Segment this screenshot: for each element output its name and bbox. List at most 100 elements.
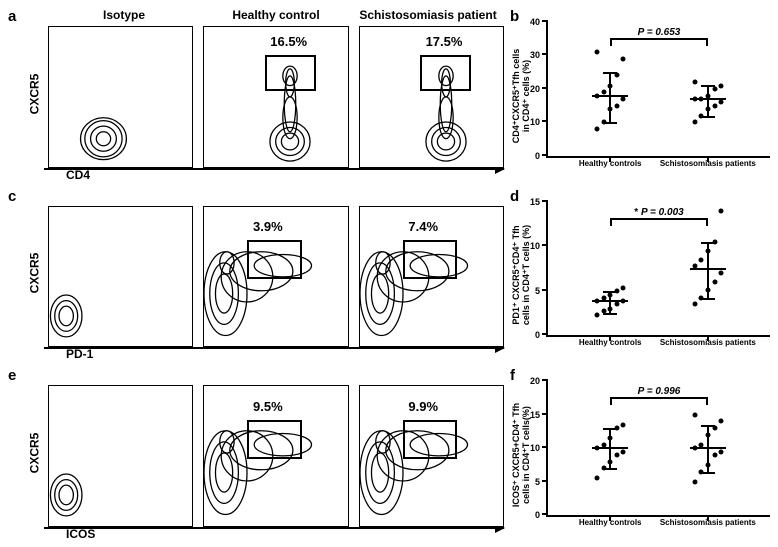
error-cap xyxy=(701,242,715,244)
error-bar xyxy=(707,425,709,472)
gate-percentage: 7.4% xyxy=(408,219,438,234)
y-tick-label: 0 xyxy=(535,151,540,161)
y-tick xyxy=(542,446,548,448)
y-tick xyxy=(542,87,548,89)
y-tick xyxy=(542,154,548,156)
y-axis-label: CXCR5 xyxy=(27,253,41,294)
x-axis-arrow xyxy=(44,347,504,349)
data-point xyxy=(594,50,599,55)
contour-plot: 9.9% xyxy=(359,385,504,527)
p-value-label: * P = 0.003 xyxy=(634,207,683,218)
error-bar xyxy=(609,291,611,313)
x-axis-label: PD-1 xyxy=(66,347,93,361)
error-cap xyxy=(603,122,617,124)
panel-label: a xyxy=(8,8,16,25)
column-header: Healthy control xyxy=(200,8,352,22)
contour-plot: 9.5% xyxy=(203,385,348,527)
error-cap xyxy=(701,425,715,427)
chart-y-label: CD4⁺CXCR5⁺Tfh cells in CD4⁺ cells (%) xyxy=(512,49,532,144)
gate-box xyxy=(420,55,472,91)
chart-plot-area: 05101520Healthy controlsSchistosomiasis … xyxy=(546,381,770,517)
data-point xyxy=(614,452,619,457)
x-axis-arrow xyxy=(44,527,504,529)
data-point xyxy=(692,302,697,307)
y-tick xyxy=(542,480,548,482)
column-header: Schistosomiasis patient xyxy=(352,8,504,22)
data-point xyxy=(692,412,697,417)
contour-plot xyxy=(48,385,193,527)
column-headers: IsotypeHealthy controlSchistosomiasis pa… xyxy=(48,8,504,22)
y-tick-label: 0 xyxy=(535,330,540,340)
data-point xyxy=(719,83,724,88)
data-point xyxy=(719,449,724,454)
gate-box xyxy=(403,240,457,279)
data-point xyxy=(692,120,697,125)
data-point xyxy=(719,208,724,213)
scatter-panel: dPD1⁺ CXCR5⁺CD4⁺ Tfh cells in CD4⁺T cell… xyxy=(506,184,778,364)
y-axis-label: CXCR5 xyxy=(27,433,41,474)
error-bar xyxy=(707,85,709,115)
data-point xyxy=(699,257,704,262)
data-point xyxy=(594,312,599,317)
chart-y-label: ICOS⁺ CXCR5+CD4⁺ Tfh cells in CD4⁺T cell… xyxy=(512,403,532,507)
error-cap xyxy=(603,468,617,470)
error-cap xyxy=(701,85,715,87)
p-value-label: P = 0.996 xyxy=(638,386,681,397)
comparison-bracket xyxy=(610,218,708,220)
data-point xyxy=(692,479,697,484)
data-point xyxy=(712,279,717,284)
contour-plot: 3.9% xyxy=(203,206,348,348)
flow-cytometry-row: cCXCR5PD-1 3.9% 7.4% xyxy=(4,184,506,364)
x-axis-label: CD4 xyxy=(66,168,90,182)
gate-box xyxy=(247,420,301,459)
data-point xyxy=(614,302,619,307)
y-tick xyxy=(542,244,548,246)
p-value-text: P = 0.996 xyxy=(638,386,681,397)
data-point xyxy=(621,56,626,61)
gate-percentage: 3.9% xyxy=(253,219,283,234)
x-category-label: Healthy controls xyxy=(579,338,642,347)
data-point xyxy=(614,103,619,108)
y-tick xyxy=(542,413,548,415)
data-point xyxy=(719,270,724,275)
significance-star: * xyxy=(634,207,641,218)
flow-cytometry-row: a IsotypeHealthy controlSchistosomiasis p… xyxy=(4,4,506,184)
scatter-chart: PD1⁺ CXCR5⁺CD4⁺ Tfh cells in CD4⁺T cells… xyxy=(514,192,778,360)
scatter-chart: CD4⁺CXCR5⁺Tfh cells in CD4⁺ cells (%)010… xyxy=(514,12,778,180)
x-axis-label: ICOS xyxy=(66,527,95,541)
scatter-chart: ICOS⁺ CXCR5+CD4⁺ Tfh cells in CD4⁺T cell… xyxy=(514,371,778,539)
plots-row: 16.5% 17.5% xyxy=(48,26,504,168)
error-cap xyxy=(603,72,617,74)
data-point xyxy=(621,422,626,427)
error-cap xyxy=(701,298,715,300)
x-axis-arrow xyxy=(44,168,504,170)
y-axis-label: CXCR5 xyxy=(27,73,41,114)
data-point xyxy=(621,286,626,291)
y-tick xyxy=(542,53,548,55)
comparison-bracket xyxy=(610,38,708,40)
data-point xyxy=(621,449,626,454)
y-tick-label: 30 xyxy=(530,50,540,60)
contour-plot xyxy=(48,206,193,348)
y-tick xyxy=(542,333,548,335)
contour-plot: 17.5% xyxy=(359,26,504,168)
plots-row: 3.9% 7.4% xyxy=(48,206,504,348)
contour-plot xyxy=(48,26,193,168)
y-tick xyxy=(542,513,548,515)
data-point xyxy=(719,100,724,105)
y-tick-label: 15 xyxy=(530,197,540,207)
error-cap xyxy=(701,116,715,118)
data-point xyxy=(594,476,599,481)
data-point xyxy=(692,80,697,85)
error-cap xyxy=(701,472,715,474)
y-tick-label: 0 xyxy=(535,510,540,520)
p-value-text: P = 0.653 xyxy=(638,27,681,38)
gate-percentage: 16.5% xyxy=(270,34,307,49)
y-tick xyxy=(542,379,548,381)
error-cap xyxy=(603,313,617,315)
column-header: Isotype xyxy=(48,8,200,22)
gate-box xyxy=(403,420,457,459)
error-bar xyxy=(707,242,709,298)
error-cap xyxy=(603,291,617,293)
error-cap xyxy=(603,428,617,430)
